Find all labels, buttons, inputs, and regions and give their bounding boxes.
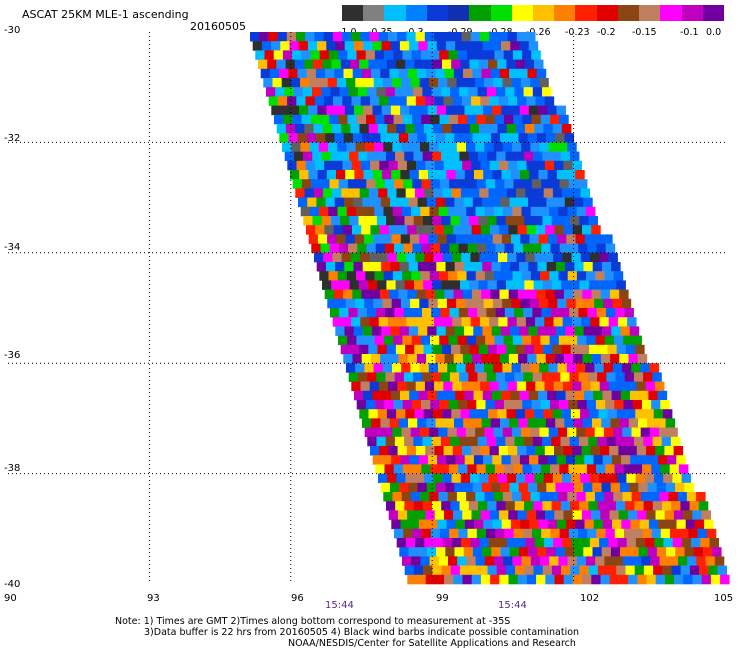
color-scale-swatch bbox=[469, 5, 491, 21]
lat-label-38: -38 bbox=[4, 463, 21, 474]
time-label-left: 15:44 bbox=[325, 600, 354, 611]
color-scale-label: -0.26 bbox=[526, 27, 551, 38]
color-scale-swatch bbox=[596, 5, 618, 21]
lon-label-93: 93 bbox=[147, 593, 160, 604]
lat-label-32: -32 bbox=[4, 133, 21, 144]
color-scale-swatch bbox=[702, 5, 724, 21]
lat-label-40: -40 bbox=[4, 579, 21, 590]
color-scale-swatch bbox=[554, 5, 576, 21]
color-scale-label: 0.0 bbox=[706, 27, 722, 38]
lon-label-102: 102 bbox=[580, 593, 600, 604]
color-scale-swatch bbox=[426, 5, 449, 21]
lon-label-99: 99 bbox=[436, 593, 449, 604]
color-scale-swatch bbox=[448, 5, 470, 21]
swath-cells bbox=[250, 32, 730, 585]
color-scale-swatch bbox=[384, 5, 406, 21]
color-scale-swatch bbox=[660, 5, 682, 21]
note-line-3: NOAA/NESDIS/Center for Satellite Applica… bbox=[288, 638, 576, 649]
color-scale-swatch bbox=[639, 5, 661, 21]
color-scale-swatch bbox=[511, 5, 533, 21]
note-line-1: Note: 1) Times are GMT 2)Times along bot… bbox=[115, 616, 511, 627]
lat-label-30: -30 bbox=[4, 25, 21, 36]
color-scale-swatch bbox=[681, 5, 703, 21]
plot-date: 20160505 bbox=[190, 20, 246, 33]
color-scale-label: -0.1 bbox=[680, 27, 699, 38]
color-scale-swatch bbox=[532, 5, 555, 21]
lat-label-36: -36 bbox=[4, 350, 21, 361]
lon-label-105: 105 bbox=[714, 593, 734, 604]
color-scale-swatch bbox=[617, 5, 640, 21]
color-scale-bar bbox=[342, 5, 724, 21]
plot-title: ASCAT 25KM MLE-1 ascending bbox=[22, 8, 189, 21]
lon-label-90: 90 bbox=[4, 593, 17, 604]
lon-label-96: 96 bbox=[291, 593, 304, 604]
color-scale-swatch bbox=[575, 5, 597, 21]
grid-lines bbox=[8, 32, 727, 584]
color-scale-label: -0.15 bbox=[632, 27, 657, 38]
color-scale-label: -0.2 bbox=[597, 27, 616, 38]
color-scale-swatch bbox=[490, 5, 512, 21]
color-scale-swatch bbox=[342, 5, 364, 21]
time-label-right: 15:44 bbox=[498, 600, 527, 611]
color-scale-label: -0.23 bbox=[565, 27, 590, 38]
note-line-2: 3)Data buffer is 22 hrs from 20160505 4)… bbox=[144, 627, 580, 638]
color-scale-swatch bbox=[405, 5, 427, 21]
lat-label-34: -34 bbox=[4, 242, 21, 253]
color-scale-swatch bbox=[363, 5, 385, 21]
